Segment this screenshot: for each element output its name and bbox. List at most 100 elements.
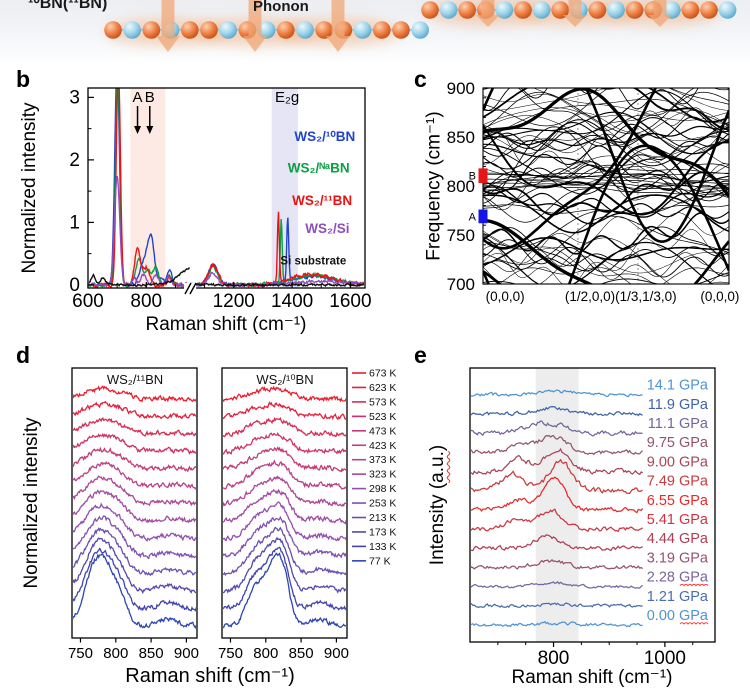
panel-e-x-axis-label: Raman shift (cm⁻¹) [511,667,673,688]
nitrogen-atom [411,21,430,39]
panel-b-series-2-right [190,211,364,288]
pressure-label: 2.28 GPa [647,570,709,586]
panel-e-curve-8 [471,534,643,552]
phonon-band [483,107,729,157]
phonon-band [483,185,729,195]
phonon-band [483,126,729,204]
legend-label: 298 K [369,483,396,495]
legend-label: 323 K [369,469,396,481]
boron-atom [458,1,477,19]
legend-label: 673 K [369,368,396,380]
panel-e-curve-0 [471,389,643,398]
phonon-glow [193,18,317,46]
phonon-band [483,90,729,138]
x-tick-label: 850 [139,645,164,662]
panel-b-series-3-left [89,175,191,288]
x-tick-label: 1200 [213,291,255,312]
phonon-band [483,166,729,196]
panel-d-0-curve-213K [73,526,196,576]
panel-e-curve-10 [471,581,643,589]
curves [471,389,644,628]
legend-label: 253 K [369,498,396,510]
phonon-band [483,94,729,144]
nitrogen-atom [718,1,737,19]
panel-e-plot: 14.1 GPa 11.9 GPa 11.1 GPa 9.75 GPa 9.00 GPa… [469,367,716,669]
phonon-band [483,143,729,183]
phonon-band [483,88,729,127]
boron-atom [625,1,644,19]
phonon-glow [598,0,722,26]
pressure-label: 3.19 GPa [647,550,709,566]
phonon-arrow [563,0,587,27]
boron-atom [142,21,161,39]
phonon-arrow [326,0,350,52]
x-tick-label: 900 [174,645,199,662]
x-tick-label: 1400 [271,291,313,312]
boron-atom [200,21,218,39]
phonon-band [483,156,729,209]
kpath-label: (0,0,0) [700,289,739,304]
annotation-label: A [133,89,143,106]
series-label: WS₂/Si [305,221,349,236]
phonon-band [483,88,729,132]
legend-label: 373 K [369,454,396,466]
plot-border [87,87,366,289]
phonon-band [483,133,729,157]
panel-b-series-2-left [89,88,190,288]
phonon-band [483,180,729,188]
panel-d-0-curve-173K [73,537,196,595]
plot-border [221,367,348,639]
legend-label: 133 K [369,541,396,553]
panel-d-subplot-1: 750 800 850 900 [218,367,349,662]
phonon-band [483,124,729,216]
phonon-band [483,88,729,243]
panel-d-1-curve-323K [223,488,346,525]
phonon-band [483,125,729,147]
y-tick-label: 1 [69,212,80,233]
phonon-band [483,232,729,284]
panel-e-curve-5 [471,458,643,494]
phonon-band [483,204,729,214]
pressure-label: 0.00 GPa [647,608,709,624]
phonon-band [483,230,729,274]
phonon-band [483,226,729,272]
panel-e-curve-9 [471,559,643,570]
boron-atom [277,21,295,39]
boron-atom [588,1,607,19]
legend-label: 423 K [369,440,396,452]
phonon-band [483,160,729,202]
panel-d-0-curve-298K [73,502,196,542]
temperature-legend: 673 K 623 K 573 K 523 K 473 K 423 K 373 K 323 K… [352,368,396,567]
phonon-band [483,212,729,255]
panel-d-0-curve-77K [73,553,196,630]
panel-d-0-curve-133K [73,547,196,612]
nitrogen-atom [257,21,276,39]
phonon-band [483,98,729,140]
pressure-label: 14.1 GPa [647,378,709,394]
boron-atom [681,1,700,19]
phonon-band [483,246,729,270]
phonon-band [483,144,729,284]
phonon-arrow [648,0,672,27]
panel-b-series-0-left [89,88,190,288]
nitrogen-atom [219,21,237,39]
panel-b-y-axis-label: Normalized intensity [19,102,40,274]
boron-atom [392,21,410,39]
pressure-label: 4.44 GPa [647,531,709,547]
x-tick-label: 800 [253,645,278,662]
panel-c-plot: 700 750 800 850 900 (0,0,0) (1/2,0,0) (1/3,1/3,… [447,79,740,304]
boron-atom [700,1,718,19]
phonon-band [483,189,729,219]
panel-b-series-1-left [89,88,190,288]
boron-atom [551,1,569,19]
x-tick-label: 1600 [329,291,371,312]
x-tick-label: 750 [218,645,243,662]
panel-d-1-curve-423K [223,459,346,490]
pressure-label: 9.00 GPa [647,454,709,470]
boron-atom [181,21,199,39]
phonon-glow [426,0,550,26]
panel-d-subplot-0: 750 800 850 900 [68,367,199,662]
panel-d-1-curve-473K [223,446,346,473]
panel-b-plot: WS₂/¹⁰BN WS₂/ᴺᵃBN WS₂/¹¹BN WS₂/Si Si substra… [69,87,372,312]
